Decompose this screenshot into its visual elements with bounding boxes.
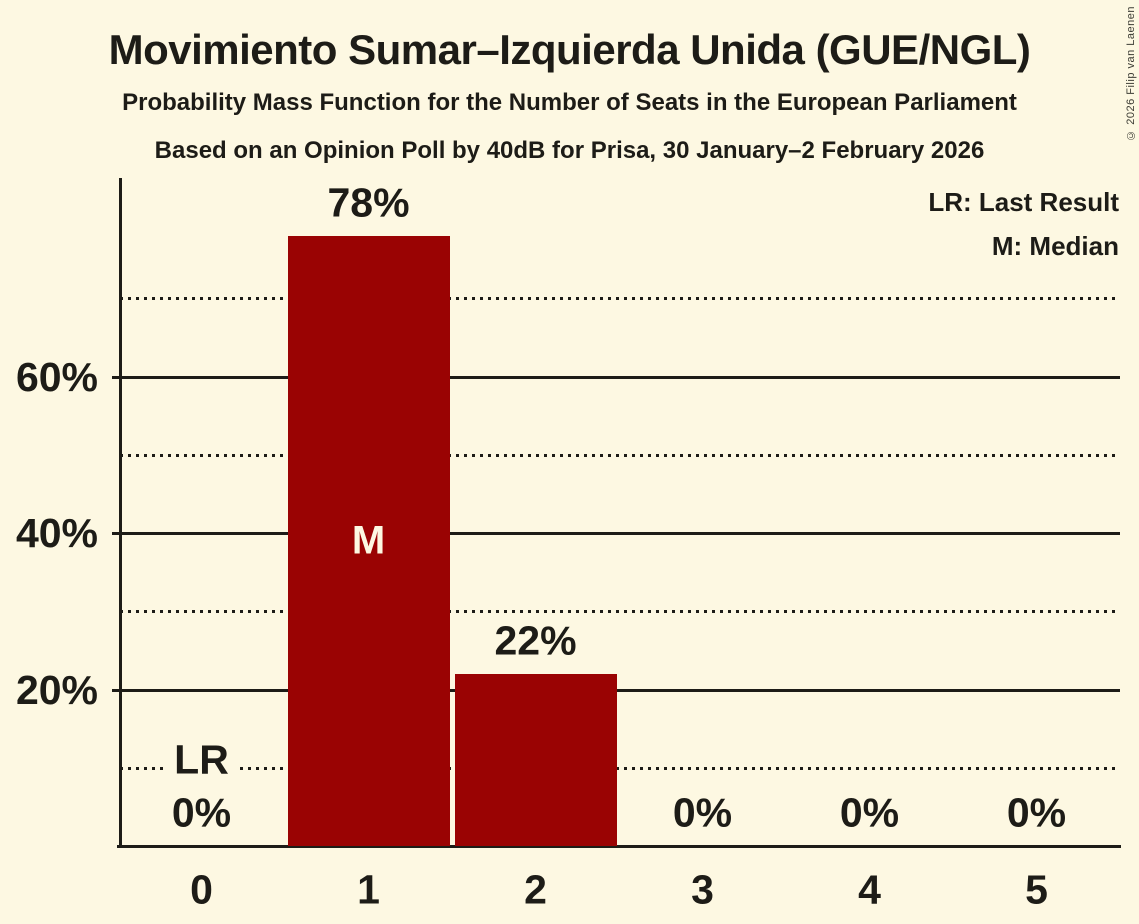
- x-tick-0: 0: [190, 866, 213, 913]
- y-tick-60: 60%: [15, 353, 98, 400]
- chart-poll-source: Based on an Opinion Poll by 40dB for Pri…: [154, 137, 985, 164]
- chart-title: Movimiento Sumar–Izquierda Unida (GUE/NG…: [108, 26, 1031, 73]
- median-marker: M: [351, 518, 386, 563]
- chart-subtitle: Probability Mass Function for the Number…: [122, 89, 1017, 116]
- bar-value-label-3: 0%: [672, 789, 733, 836]
- bar-value-label-0: 0%: [171, 789, 232, 836]
- chart-legend: LR: Last Result M: Median: [928, 180, 1119, 268]
- gridline-dotted-70: [120, 297, 1120, 301]
- bar-value-label-1: 78%: [327, 179, 410, 226]
- x-tick-1: 1: [357, 866, 380, 913]
- gridline-dotted-10: [120, 766, 1120, 770]
- gridline-dotted-50: [120, 453, 1120, 457]
- y-axis-line: [119, 178, 122, 848]
- last-result-marker: LR: [165, 736, 238, 784]
- gridline-solid-40: [112, 532, 1120, 536]
- bar-value-label-2: 22%: [494, 617, 577, 664]
- legend-last-result: LR: Last Result: [928, 187, 1119, 217]
- x-tick-2: 2: [524, 866, 547, 913]
- legend-median: M: Median: [991, 231, 1119, 261]
- bar-seats-1: [287, 235, 450, 846]
- x-tick-5: 5: [1025, 866, 1048, 913]
- bar-value-label-5: 0%: [1006, 789, 1067, 836]
- gridline-solid-60: [112, 375, 1120, 379]
- y-tick-40: 40%: [15, 510, 98, 557]
- y-tick-20: 20%: [15, 666, 98, 713]
- x-tick-4: 4: [858, 866, 881, 913]
- x-axis-line: [117, 845, 1121, 848]
- gridline-dotted-30: [120, 610, 1120, 614]
- x-tick-3: 3: [691, 866, 714, 913]
- bar-value-label-4: 0%: [839, 789, 900, 836]
- copyright-notice: © 2026 Filip van Laenen: [1125, 6, 1137, 141]
- bar-seats-2: [454, 673, 617, 846]
